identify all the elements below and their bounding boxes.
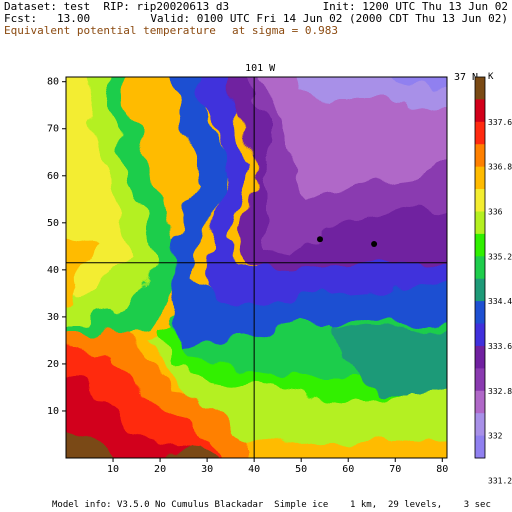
colorbar-label: 331.2 [488,476,512,485]
header-init-time: Init: 1200 UTC Thu 13 Jun 02 [322,0,508,13]
field-region-12 [330,320,447,395]
colorbar-swatch [475,345,485,369]
y-tick-label: 60 [47,171,59,182]
colorbar-label: 336.8 [488,163,512,172]
plot-frame [65,76,448,459]
x-tick-label: 40 [248,464,260,475]
colorbar-label: 334.4 [488,297,512,306]
colorbar-swatch [475,390,485,414]
colorbar-swatch [475,323,485,347]
x-tick-label: 60 [342,464,354,475]
colorbar-swatch [475,211,485,235]
field-title: Equivalent potential temperature [4,24,216,37]
x-tick-label: 30 [201,464,213,475]
header-dataset: Dataset: test RIP: rip20020613 d3 [4,0,230,13]
model-info-footer: Model info: V3.5.0 No Cumulus Blackadar … [52,500,491,510]
colorbar-swatch [475,166,485,190]
colorbar-label: 333.6 [488,342,512,351]
colorbar-swatch [475,77,485,100]
colorbar: 337.6 336.8 336 335.2 334.4 333.6 332.8 332 331.… [474,76,512,485]
field-level: at sigma = 0.983 [232,24,338,37]
field-region-14 [194,77,447,305]
y-tick-label: 70 [47,124,59,135]
x-tick-label: 10 [107,464,119,475]
colorbar-swatch [475,301,485,325]
y-tick-label: 40 [47,265,59,276]
parallel-label: 37 N [454,72,478,83]
field-region-19 [368,77,447,85]
colorbar-swatch [475,413,485,437]
header-forecast-hour: Fcst: 13.00 [4,12,91,25]
field-region-17 [261,77,447,200]
station-point-1 [317,236,323,243]
colorbar-swatch [475,368,485,392]
colorbar-label: 337.6 [488,118,512,127]
x-tick-label: 50 [295,464,307,475]
x-tick-label: 80 [436,464,448,475]
colorbar-unit: K [488,72,494,82]
x-tick-label: 70 [389,464,401,475]
field-region-18 [296,77,447,110]
colorbar-swatch [475,144,485,168]
colorbar-swatch [475,278,485,302]
field-region-3 [66,77,130,297]
colorbar-swatch [475,256,485,280]
field-region-8 [66,434,213,458]
y-tick-label: 80 [47,77,59,88]
colorbar-swatch [475,435,485,459]
colorbar-label: 332.8 [488,387,512,396]
header-valid-time: Valid: 0100 UTC Fri 14 Jun 02 (2000 CDT … [150,12,508,25]
colorbar-label: 332 [488,432,503,441]
y-tick-label: 10 [47,406,59,417]
x-tick-label: 20 [154,464,166,475]
colorbar-swatch [475,233,485,257]
station-point-2 [371,240,378,247]
field-region-7 [66,377,210,458]
colorbar-swatch [475,189,485,212]
colorbar-label: 335.2 [488,252,512,261]
theta-e-field [66,77,447,458]
colorbar-label: 336 [488,207,503,216]
y-tick-label: 50 [47,218,59,229]
field-region-4 [66,239,95,303]
y-tick-label: 30 [47,312,59,323]
colorbar-swatch [475,121,485,145]
y-tick-label: 20 [47,359,59,370]
meridian-label: 101 W [245,63,276,74]
colorbar-swatch [475,99,485,123]
